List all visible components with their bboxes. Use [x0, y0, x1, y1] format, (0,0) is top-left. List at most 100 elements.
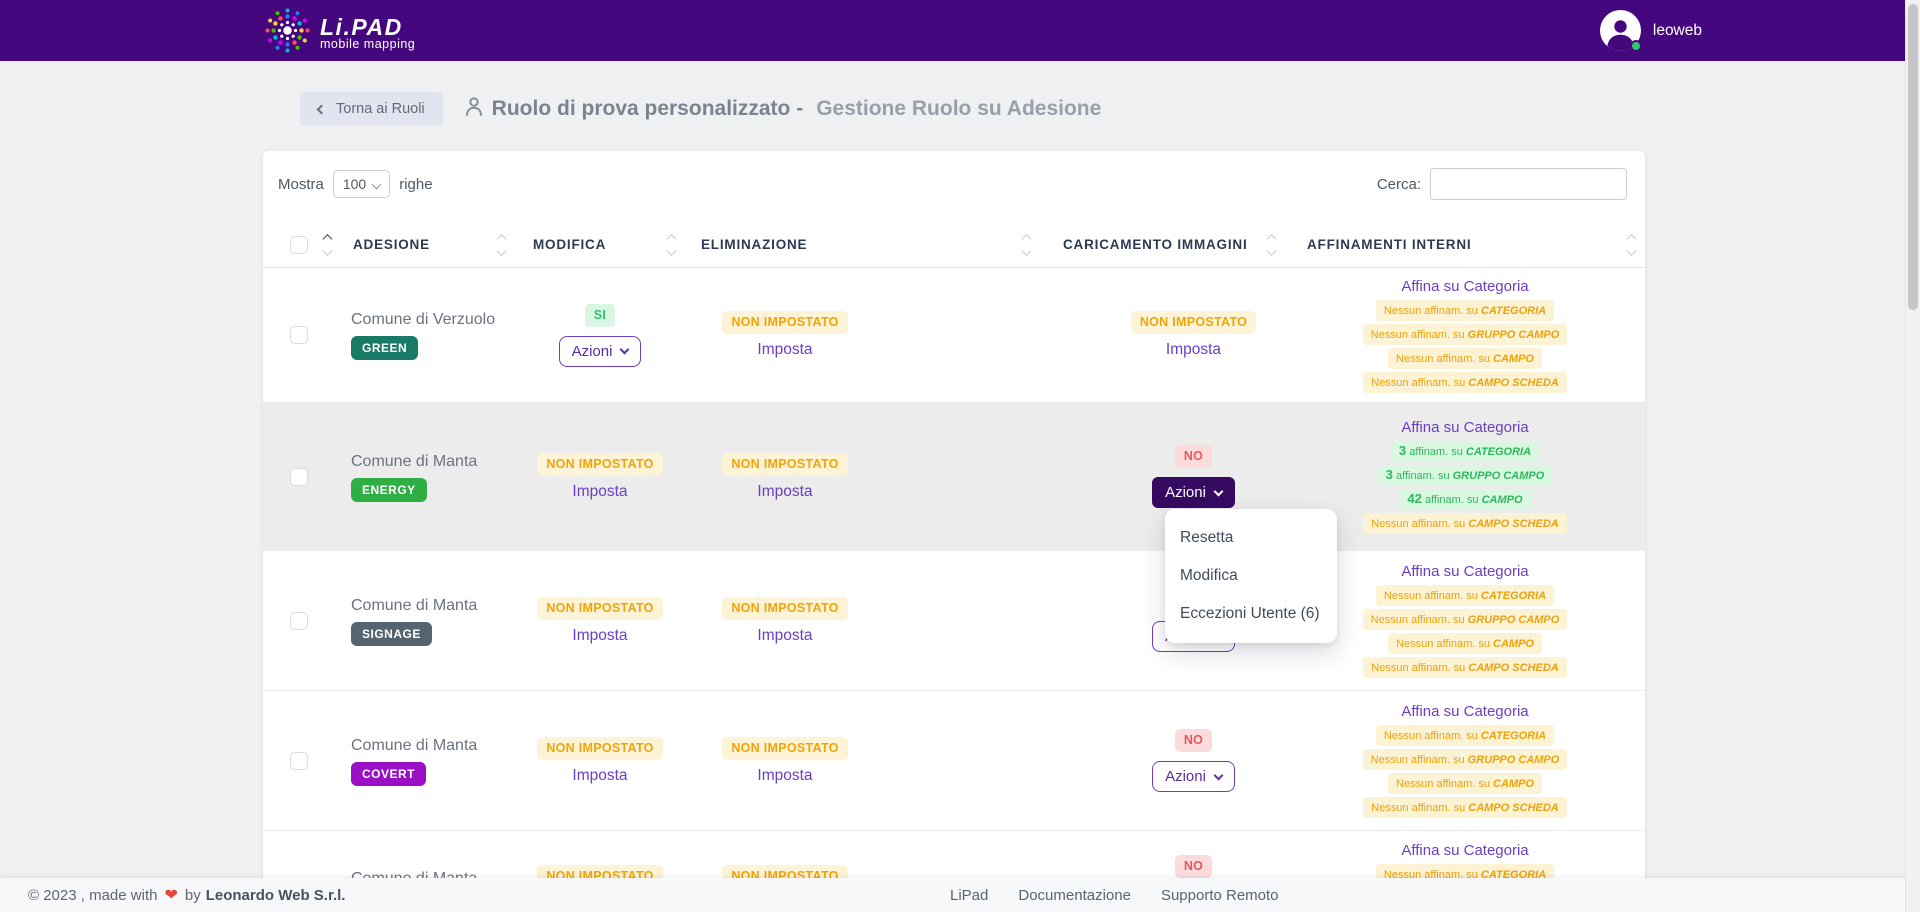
caricamento-imposta-link[interactable]: Imposta — [1165, 341, 1222, 358]
page-title: Ruolo di prova personalizzato - Gestione… — [465, 96, 1102, 123]
copyright-text: © 2023 , made with ❤ by Leonardo Web S.r… — [28, 886, 346, 905]
search-input[interactable] — [1430, 168, 1627, 200]
modifica-status-badge: SI — [584, 303, 616, 327]
affina-su-categoria-link[interactable]: Affina su Categoria — [1401, 419, 1529, 436]
page-size-select[interactable]: 100 — [332, 170, 391, 198]
search-label: Cerca: — [1376, 175, 1421, 193]
affinamento-badge: 42 affinam. su CAMPO — [1399, 489, 1531, 510]
avatar — [1599, 10, 1642, 52]
caricamento-status-badge: NON IMPOSTATO — [1130, 311, 1257, 334]
caricamento-azioni-button-active[interactable]: Azioni — [1152, 477, 1235, 508]
caricamento-azioni-button[interactable]: Azioni — [1152, 761, 1235, 792]
scrollbar-thumb[interactable] — [1908, 4, 1918, 310]
scrollbar-track[interactable] — [1905, 0, 1920, 912]
row-checkbox[interactable] — [290, 611, 308, 630]
eliminazione-imposta-link[interactable]: Imposta — [757, 626, 813, 644]
adesione-tag: ENERGY — [351, 477, 427, 502]
affinamento-badge: Nessun affinam. su CAMPO — [1388, 633, 1542, 654]
chevron-down-icon — [371, 179, 382, 189]
heart-icon: ❤ — [164, 887, 178, 904]
affinamento-badge: Nessun affinam. su CATEGORIA — [1375, 585, 1555, 606]
menu-item-resetta[interactable]: Resetta — [1180, 529, 1234, 546]
eliminazione-status-badge: NON IMPOSTATO — [722, 452, 848, 476]
person-icon — [465, 96, 483, 123]
modifica-imposta-link[interactable]: Imposta — [572, 766, 628, 784]
show-label: Mostra — [278, 175, 324, 193]
eliminazione-status-badge: NON IMPOSTATO — [722, 311, 848, 334]
affinamento-badge: Nessun affinam. su CAMPO SCHEDA — [1363, 657, 1567, 678]
role-name: Ruolo di prova personalizzato - — [491, 97, 804, 120]
username: leoweb — [1652, 21, 1702, 39]
user-menu[interactable]: leoweb — [1599, 10, 1702, 52]
affinamento-badge: 3 affinam. su GRUPPO CAMPO — [1377, 465, 1553, 486]
roles-table-card: Mostra 100 righe Cerca: ADESIONE MODIFIC… — [263, 151, 1645, 912]
modifica-azioni-button[interactable]: Azioni — [558, 335, 642, 367]
modifica-status-badge: NON IMPOSTATO — [537, 596, 663, 620]
page-header: Torna ai Ruoli Ruolo di prova personaliz… — [300, 92, 1920, 126]
page-subtitle: Gestione Ruolo su Adesione — [816, 97, 1102, 120]
affinamento-badge: Nessun affinam. su CAMPO SCHEDA — [1363, 513, 1567, 534]
sort-toggle[interactable] — [496, 233, 507, 256]
rows-label: righe — [399, 175, 433, 193]
select-all-checkbox[interactable] — [290, 235, 308, 254]
affinamento-badge: Nessun affinam. su GRUPPO CAMPO — [1362, 323, 1568, 345]
affinamento-badge: 3 affinam. su CATEGORIA — [1390, 441, 1540, 462]
chevron-left-icon — [316, 104, 327, 114]
footer-links: LiPad Documentazione Supporto Remoto — [950, 887, 1279, 904]
modifica-status-badge: NON IMPOSTATO — [537, 736, 663, 760]
adesione-name: Comune di Manta — [351, 452, 478, 470]
affinamento-badge: Nessun affinam. su CATEGORIA — [1375, 299, 1555, 321]
adesione-tag: COVERT — [351, 761, 427, 786]
affina-su-categoria-link[interactable]: Affina su Categoria — [1401, 703, 1529, 720]
row-checkbox[interactable] — [290, 751, 308, 770]
app-logo[interactable]: Li.PAD mobile mapping — [264, 7, 415, 59]
column-header-affinamenti: AFFINAMENTI INTERNI — [1307, 237, 1472, 252]
row-checkbox[interactable] — [290, 467, 308, 486]
eliminazione-status-badge: NON IMPOSTATO — [722, 596, 848, 620]
footer-link-documentazione[interactable]: Documentazione — [1018, 886, 1131, 904]
caricamento-status-badge: NO — [1174, 445, 1213, 468]
chevron-down-icon — [619, 344, 630, 355]
modifica-imposta-link[interactable]: Imposta — [572, 626, 628, 644]
footer-link-supporto-remoto[interactable]: Supporto Remoto — [1160, 886, 1279, 904]
modifica-imposta-link[interactable]: Imposta — [572, 482, 628, 500]
azioni-dropdown-menu: Resetta Modifica Eccezioni Utente (6) — [1165, 509, 1337, 643]
affinamento-badge: Nessun affinam. su CAMPO SCHEDA — [1363, 797, 1567, 818]
logo-title: Li.PAD — [320, 14, 403, 40]
sort-toggle[interactable] — [1266, 233, 1277, 256]
eliminazione-imposta-link[interactable]: Imposta — [757, 341, 813, 358]
sort-toggle[interactable] — [1021, 233, 1032, 256]
table-row: Comune di Verzuolo GREEN SI Azioni NON I… — [263, 268, 1645, 403]
logo-burst-icon — [264, 7, 311, 59]
sort-toggle[interactable] — [1626, 233, 1637, 256]
affina-su-categoria-link[interactable]: Affina su Categoria — [1401, 842, 1529, 859]
affinamento-badge: Nessun affinam. su CAMPO — [1388, 347, 1542, 369]
affina-su-categoria-link[interactable]: Affina su Categoria — [1401, 563, 1529, 580]
eliminazione-imposta-link[interactable]: Imposta — [757, 482, 813, 500]
adesione-name: Comune di Manta — [351, 736, 478, 754]
table-controls: Mostra 100 righe Cerca: — [263, 151, 1645, 210]
top-navbar: Li.PAD mobile mapping leoweb — [0, 0, 1920, 61]
eliminazione-imposta-link[interactable]: Imposta — [757, 766, 813, 784]
back-to-roles-button[interactable]: Torna ai Ruoli — [300, 92, 443, 126]
affinamento-badge: Nessun affinam. su CAMPO SCHEDA — [1363, 371, 1567, 393]
menu-item-eccezioni-utente[interactable]: Eccezioni Utente (6) — [1180, 605, 1320, 622]
logo-subtitle: mobile mapping — [320, 37, 416, 51]
sort-toggle[interactable] — [666, 233, 677, 256]
column-header-modifica: MODIFICA — [533, 237, 607, 252]
table-row: Comune di Manta ENERGY NON IMPOSTATO Imp… — [263, 403, 1645, 643]
modifica-status-badge: NON IMPOSTATO — [537, 452, 663, 476]
affinamento-badge: Nessun affinam. su CATEGORIA — [1375, 725, 1555, 746]
table-header-row: ADESIONE MODIFICA ELIMINAZIONE CARICAMEN… — [263, 222, 1645, 268]
sort-toggle[interactable] — [322, 233, 333, 256]
affina-su-categoria-link[interactable]: Affina su Categoria — [1401, 277, 1529, 295]
affinamento-badge: Nessun affinam. su GRUPPO CAMPO — [1362, 609, 1568, 630]
footer-link-lipad[interactable]: LiPad — [950, 886, 989, 904]
column-header-eliminazione: ELIMINAZIONE — [701, 237, 808, 252]
chevron-down-icon — [1213, 770, 1224, 780]
menu-item-modifica[interactable]: Modifica — [1180, 567, 1238, 584]
column-header-adesione: ADESIONE — [353, 237, 430, 252]
footer-bar: © 2023 , made with ❤ by Leonardo Web S.r… — [0, 878, 1920, 912]
caricamento-status-badge: NO — [1174, 729, 1213, 752]
row-checkbox[interactable] — [290, 326, 308, 344]
